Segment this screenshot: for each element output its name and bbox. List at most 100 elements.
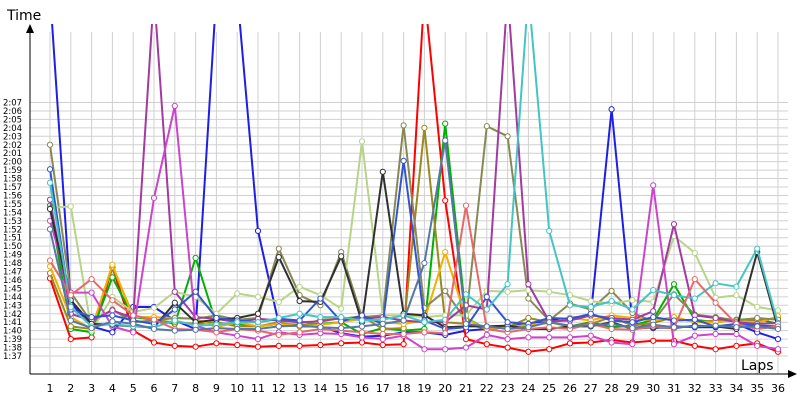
data-point [504,281,511,288]
data-point [442,346,449,353]
data-point [650,308,657,315]
x-tick-label: 35 [750,382,764,395]
data-point [400,157,407,164]
data-point [109,318,116,325]
data-point [213,340,220,347]
y-tick-label: 1:43 [3,301,22,311]
data-point [629,306,636,313]
y-tick-label: 2:02 [3,141,22,151]
data-point [629,319,636,326]
series [46,24,782,355]
data-point [234,332,241,339]
x-tick-label: 16 [355,382,369,395]
x-tick-label: 3 [88,382,95,395]
data-point [109,261,116,268]
data-point [213,314,220,322]
data-point [150,339,158,346]
x-axis-arrow [788,370,797,378]
x-tick-label: 10 [230,382,244,395]
data-point [442,248,449,256]
data-point [546,288,553,295]
data-point [88,334,95,341]
data-point [88,289,95,296]
y-tick-label: 1:59 [3,166,22,176]
data-point [379,325,386,333]
data-point [46,205,54,213]
x-tick-label: 34 [729,382,743,395]
data-point [691,342,698,349]
x-tick-label: 17 [376,382,390,395]
data-point [442,287,449,295]
y-tick-label: 1:54 [3,208,22,218]
data-point [338,305,345,312]
y-tick-label: 2:00 [3,158,22,168]
data-point [421,329,428,336]
y-tick-label: 1:46 [3,276,22,286]
y-tick-label: 2:04 [3,124,22,134]
data-point [442,330,449,337]
x-tick-label: 26 [563,382,577,395]
data-point [317,314,324,321]
data-point [338,340,345,347]
y-tick-label: 1:37 [3,352,22,362]
data-point [504,133,511,140]
data-point [754,342,761,349]
x-tick-label: 2 [67,382,74,395]
data-point [691,316,698,323]
data-point [525,324,532,331]
x-tick-label: 7 [171,382,178,395]
data-point [130,312,137,319]
series-line [49,24,779,325]
data-point [483,293,490,300]
data-point [608,325,615,333]
data-point [296,322,303,329]
data-point [754,323,761,330]
data-point [338,325,345,332]
data-point [525,334,532,341]
x-tick-label: 22 [480,382,494,395]
data-point [608,106,615,113]
y-tick-label: 1:42 [3,310,22,320]
data-point [254,310,262,317]
y-tick-label: 2:01 [3,149,22,159]
data-point [629,325,636,332]
data-point [462,320,470,327]
data-point [483,341,490,348]
x-tick-label: 32 [688,382,702,395]
x-tick-label: 6 [151,382,158,395]
data-point [712,322,719,329]
data-point [67,292,74,299]
data-point [254,227,262,235]
data-point [130,329,137,336]
data-point [234,319,241,326]
data-point [733,324,740,331]
data-point [317,295,324,302]
data-point [774,346,782,353]
data-point [275,331,282,338]
data-point [670,281,678,288]
y-tick-label: 1:48 [3,259,22,269]
x-tick-label: 25 [542,382,556,395]
data-point [650,337,657,344]
data-point [650,314,657,321]
data-point [483,123,490,130]
data-point [546,346,553,353]
data-point [358,312,366,319]
y-tick-label: 1:57 [3,183,22,193]
data-point [254,293,262,300]
data-point [462,291,470,298]
data-point [317,341,324,349]
x-tick-label: 29 [625,382,639,395]
data-point [46,141,54,148]
data-point [587,339,594,346]
data-point [171,288,178,295]
data-point [733,330,740,338]
series-group [46,137,782,334]
data-point [296,317,303,324]
data-point [296,329,303,336]
y-tick-label: 1:41 [3,318,22,328]
data-point [650,321,657,328]
y-tick-label: 2:05 [3,115,22,125]
data-point [150,194,158,202]
